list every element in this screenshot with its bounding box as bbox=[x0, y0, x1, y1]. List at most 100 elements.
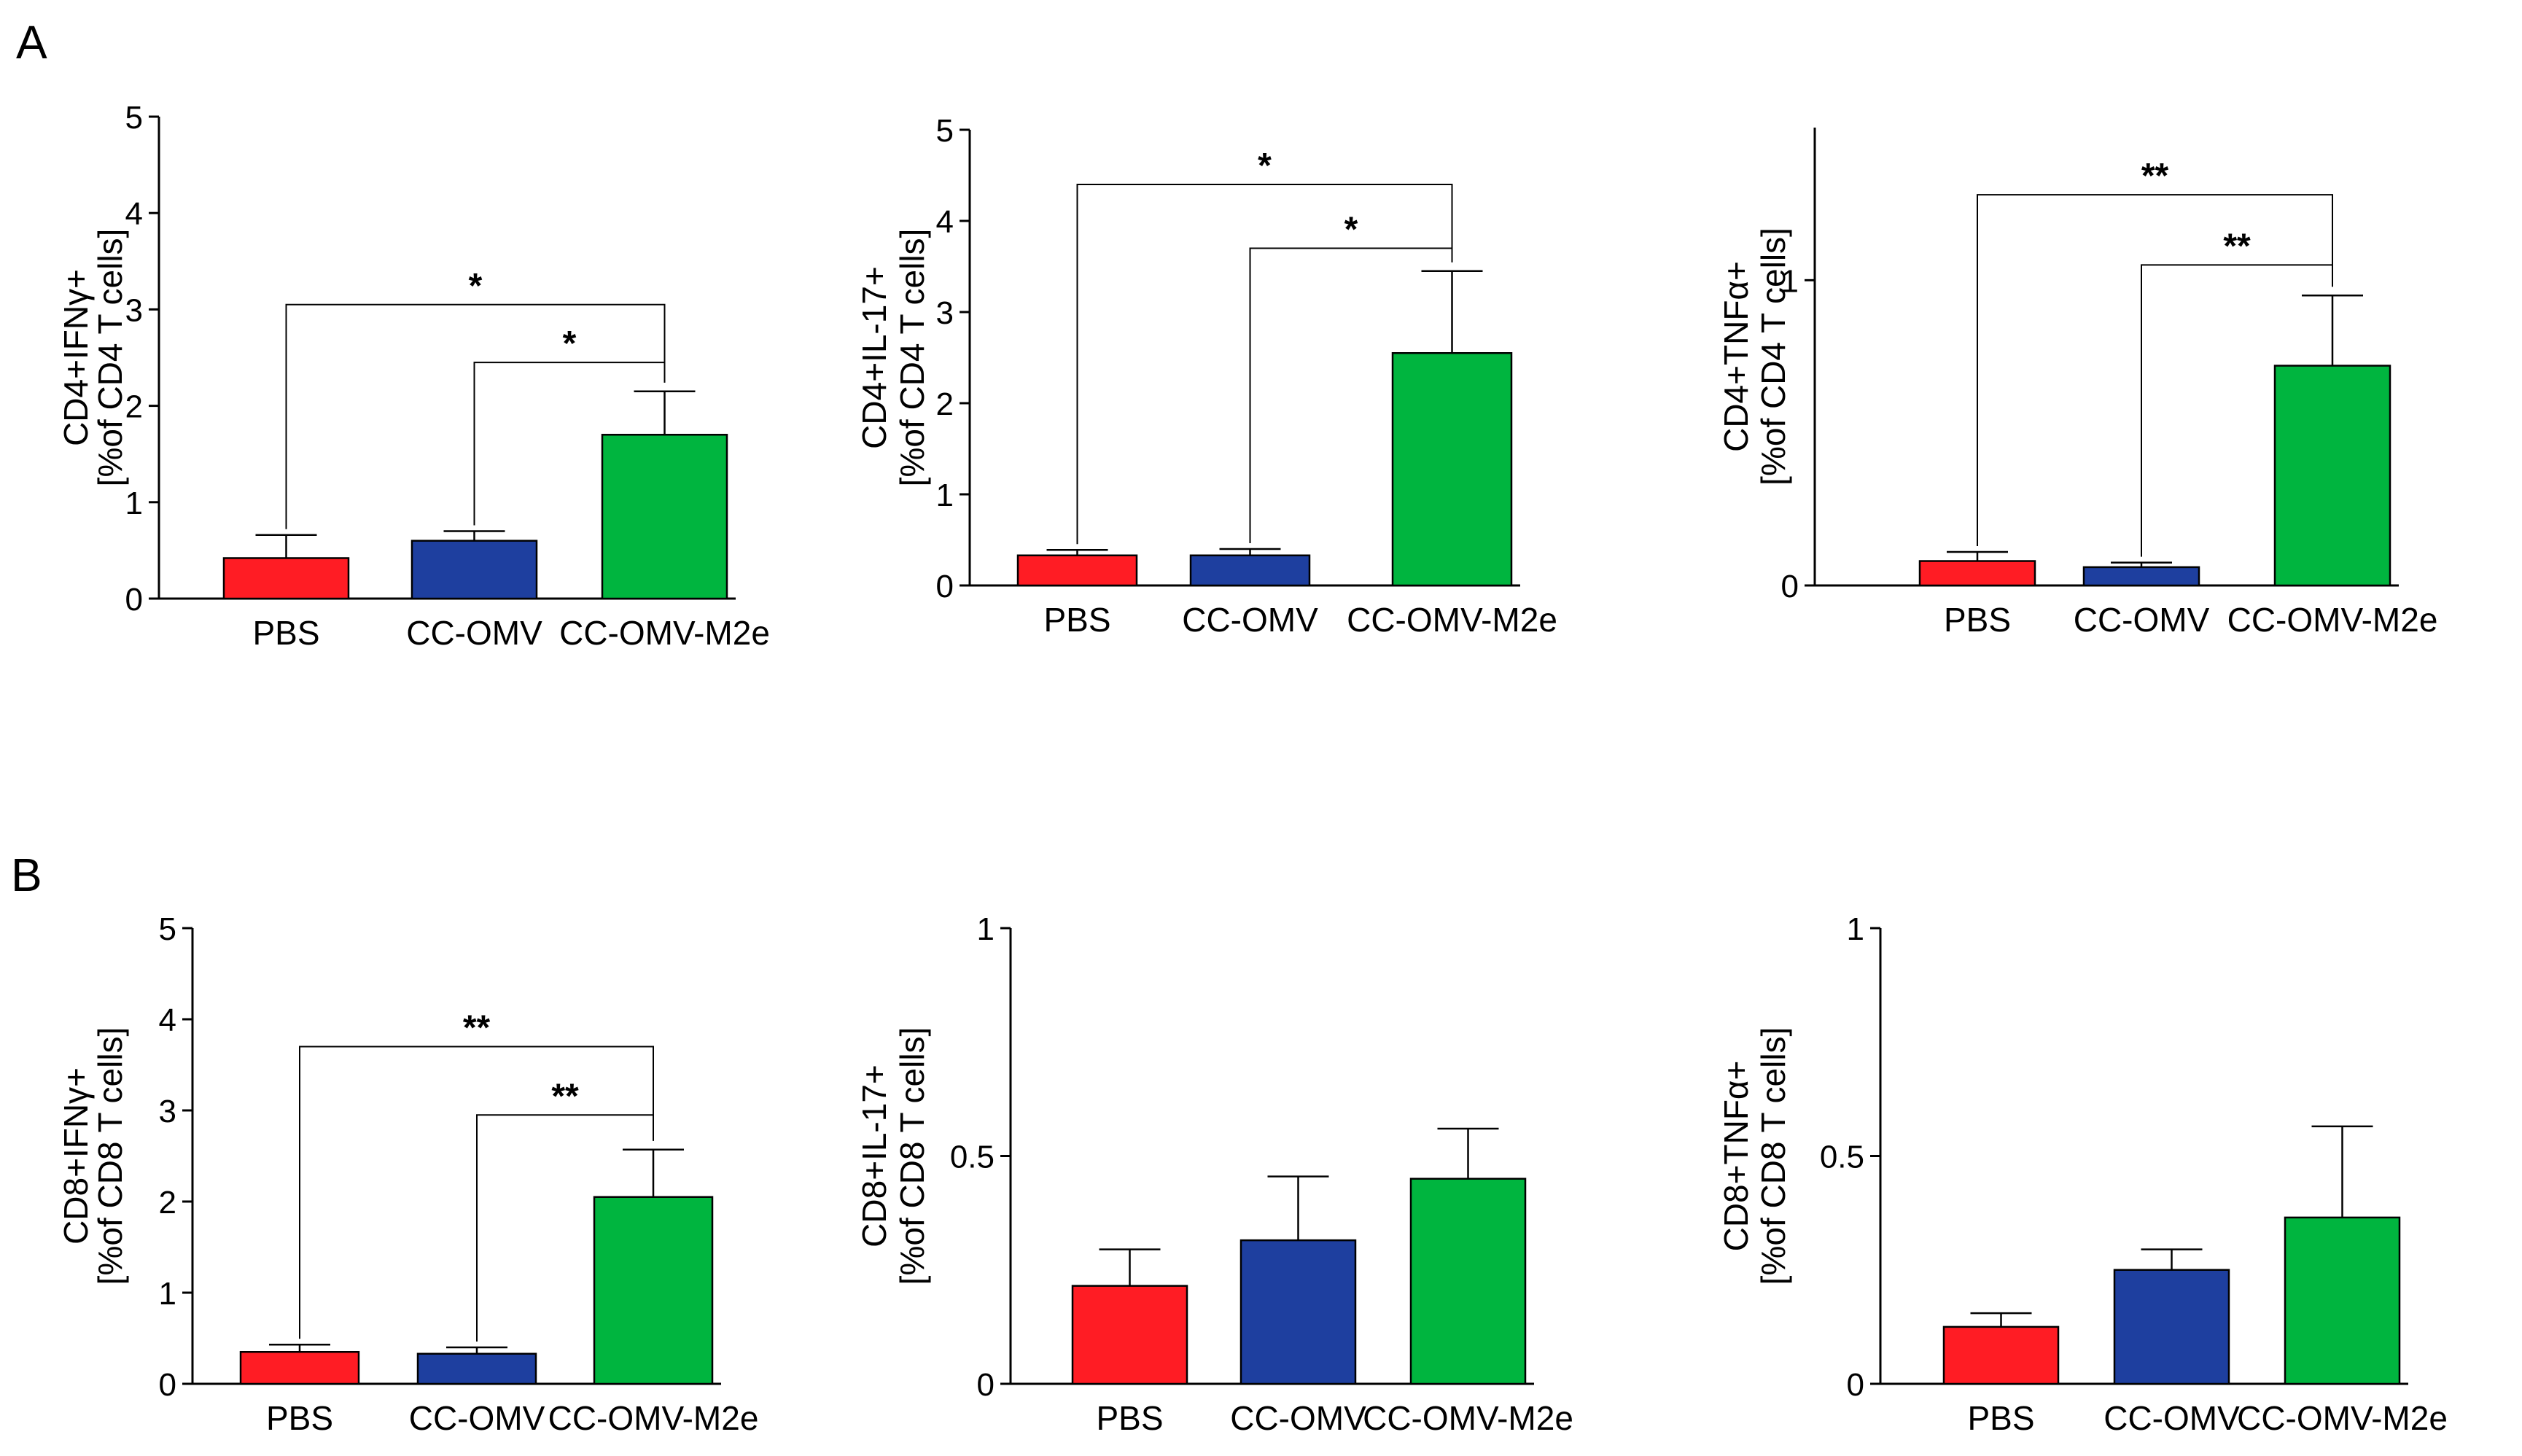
bar-cc-omv-m2e bbox=[1391, 352, 1513, 587]
bar-cc-omv bbox=[416, 1352, 537, 1385]
bar-cc-omv bbox=[2082, 566, 2200, 587]
bar-cc-omv bbox=[410, 540, 538, 600]
y-tick-label: 1 bbox=[977, 911, 995, 947]
y-axis-title-line1: CD8+TNFα+ bbox=[1717, 1061, 1755, 1252]
y-axis-title-line1: CD4+IFNγ+ bbox=[57, 269, 95, 446]
significance-label: ** bbox=[2141, 157, 2169, 195]
bar-cc-omv bbox=[1189, 554, 1311, 587]
significance-label: * bbox=[469, 267, 483, 305]
significance-bracket bbox=[1977, 194, 2333, 546]
y-tick-label: 5 bbox=[125, 100, 143, 136]
y-axis-title-line2: [%of CD8 T cells] bbox=[1754, 1027, 1792, 1285]
category-label-pbs: PBS bbox=[252, 614, 319, 652]
category-label-pbs: PBS bbox=[1096, 1399, 1163, 1437]
chart-cd8-ifng: 0 1 2 3 4 5 CD8+IFNγ+[%of CD8 T cells] PBS CC-OM… bbox=[57, 911, 758, 1437]
category-label-cc-omv-m2e: CC-OMV-M2e bbox=[2227, 601, 2438, 639]
y-tick-label: 2 bbox=[936, 386, 954, 422]
y-tick-label: 0 bbox=[1781, 569, 1799, 604]
y-tick-label: 0 bbox=[977, 1367, 995, 1403]
y-tick-label: 3 bbox=[936, 295, 954, 331]
y-tick-label: 4 bbox=[936, 204, 954, 240]
category-label-cc-omv: CC-OMV bbox=[1182, 601, 1318, 639]
bar-pbs bbox=[239, 1351, 360, 1385]
y-tick-label: 1 bbox=[1781, 263, 1799, 299]
y-tick-label: 1 bbox=[936, 478, 954, 513]
bar-cc-omv-m2e bbox=[601, 434, 728, 600]
bar-cc-omv-m2e bbox=[2284, 1216, 2401, 1385]
panel-letter-b: B bbox=[11, 849, 42, 901]
category-label-cc-omv-m2e: CC-OMV-M2e bbox=[1363, 1399, 1573, 1437]
significance-label: * bbox=[1258, 147, 1272, 185]
category-label-cc-omv: CC-OMV bbox=[406, 614, 542, 652]
y-axis-title-line1: CD4+IL-17+ bbox=[855, 266, 893, 449]
y-tick-label: 0.5 bbox=[1820, 1140, 1864, 1175]
y-tick-label: 2 bbox=[125, 389, 143, 425]
category-label-cc-omv-m2e: CC-OMV-M2e bbox=[559, 614, 770, 652]
significance-label: ** bbox=[2223, 227, 2251, 265]
chart-cd4-ifng: 0 1 2 3 4 5 CD4+IFNγ+[%of CD4 T cells] PBS CC-OM… bbox=[57, 100, 770, 652]
y-tick-label: 0 bbox=[159, 1367, 176, 1403]
category-label-cc-omv: CC-OMV bbox=[409, 1399, 545, 1437]
chart-cd4-il17: 0 1 2 3 4 5 CD4+IL-17+ [%of CD4 T cells] PBS CC-O… bbox=[855, 113, 1557, 639]
chart-cd8-il17: 0 0.5 1 CD8+IL-17+ [%of CD8 T cells] PBS CC-OM… bbox=[855, 911, 1573, 1437]
y-tick-label: 0 bbox=[936, 569, 954, 604]
y-tick-label: 1 bbox=[1847, 911, 1864, 947]
y-tick-label: 3 bbox=[159, 1094, 176, 1129]
bar-cc-omv-m2e bbox=[1409, 1177, 1527, 1385]
y-tick-label: 5 bbox=[936, 113, 954, 149]
category-label-cc-omv-m2e: CC-OMV-M2e bbox=[1347, 601, 1557, 639]
y-tick-label: 0 bbox=[125, 582, 143, 618]
bar-cc-omv bbox=[2113, 1269, 2230, 1385]
y-axis-title-line2: [%of CD4 T cells] bbox=[91, 229, 129, 487]
y-axis-title-line2: [%of CD4 T cells] bbox=[1754, 227, 1792, 486]
y-axis-title-line1: CD8+IFNγ+ bbox=[57, 1067, 95, 1245]
category-label-cc-omv: CC-OMV bbox=[1230, 1399, 1366, 1437]
significance-label: ** bbox=[551, 1077, 579, 1116]
y-tick-label: 4 bbox=[125, 196, 143, 232]
significance-bracket bbox=[2141, 264, 2333, 557]
y-axis-title-line1: CD4+TNFα+ bbox=[1717, 261, 1755, 452]
y-axis-title-line2: [%of CD8 T cells] bbox=[91, 1027, 129, 1285]
chart-cd8-tnfa: 0 0.5 1 CD8+TNFα+ [%of CD8 T cells] PBS CC-OMV… bbox=[1717, 911, 2448, 1437]
y-tick-label: 2 bbox=[159, 1185, 176, 1221]
bar-cc-omv bbox=[1239, 1239, 1357, 1385]
significance-bracket bbox=[473, 362, 666, 526]
significance-bracket bbox=[285, 303, 666, 529]
category-label-cc-omv-m2e: CC-OMV-M2e bbox=[2237, 1399, 2448, 1437]
bar-pbs bbox=[1016, 554, 1138, 587]
category-label-cc-omv-m2e: CC-OMV-M2e bbox=[548, 1399, 759, 1437]
y-axis-title-line1: CD8+IL-17+ bbox=[855, 1064, 893, 1247]
bar-pbs bbox=[1071, 1285, 1188, 1385]
bar-pbs bbox=[222, 557, 350, 600]
bar-cc-omv-m2e bbox=[593, 1196, 714, 1385]
y-axis-title-line2: [%of CD8 T cells] bbox=[893, 1027, 931, 1285]
category-label-pbs: PBS bbox=[1043, 601, 1110, 639]
bar-pbs bbox=[1918, 560, 2036, 587]
category-label-pbs: PBS bbox=[1967, 1399, 2034, 1437]
y-tick-label: 1 bbox=[125, 486, 143, 521]
significance-label: * bbox=[563, 324, 577, 363]
y-tick-label: 1 bbox=[159, 1276, 176, 1312]
category-label-cc-omv: CC-OMV bbox=[2103, 1399, 2240, 1437]
bar-pbs bbox=[1942, 1325, 2060, 1385]
category-label-pbs: PBS bbox=[1944, 601, 2011, 639]
y-axis-title-line2: [%of CD4 T cells] bbox=[893, 229, 931, 487]
y-tick-label: 4 bbox=[159, 1003, 176, 1038]
y-tick-label: 0.5 bbox=[950, 1140, 995, 1175]
category-label-cc-omv: CC-OMV bbox=[2074, 601, 2210, 639]
y-tick-label: 5 bbox=[159, 911, 176, 947]
panel-letter-a: A bbox=[16, 16, 47, 69]
significance-bracket bbox=[299, 1046, 654, 1339]
significance-label: ** bbox=[463, 1009, 491, 1048]
significance-bracket bbox=[1076, 184, 1453, 545]
significance-bracket bbox=[476, 1114, 654, 1342]
chart-cd4-tnfa: 0 1 CD4+TNFα+ [%of CD4 T cells] PBS CC-OMV CC-… bbox=[1717, 128, 2437, 639]
bar-cc-omv-m2e bbox=[2273, 365, 2391, 587]
category-label-pbs: PBS bbox=[266, 1399, 333, 1437]
y-tick-label: 3 bbox=[125, 292, 143, 328]
y-tick-label: 0 bbox=[1847, 1367, 1864, 1403]
significance-bracket bbox=[1249, 247, 1453, 543]
